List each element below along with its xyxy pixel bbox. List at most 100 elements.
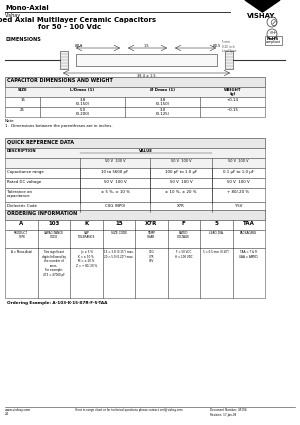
Text: 5 = 0.5 mm (0.20"): 5 = 0.5 mm (0.20") (203, 250, 230, 254)
Text: SIZE CODE: SIZE CODE (111, 231, 127, 235)
Text: Document Number: 45194
Revision: 17-Jan-08: Document Number: 45194 Revision: 17-Jan-… (210, 408, 247, 417)
Text: RoHS: RoHS (266, 37, 279, 40)
Bar (5, 230, 265, 248)
Text: C0G (NP0): C0G (NP0) (105, 204, 125, 207)
Text: 5 mm
0.20 inch
Lead Span: 5 mm 0.20 inch Lead Span (222, 40, 236, 53)
Text: RATED
VOLTAGE: RATED VOLTAGE (177, 231, 190, 239)
Text: 5: 5 (214, 221, 218, 226)
Text: +0.14: +0.14 (226, 98, 238, 102)
Bar (225, 51, 233, 69)
Text: 1.  Dimensions between the parentheses are in inches.: 1. Dimensions between the parentheses ar… (5, 124, 112, 128)
Text: ± 10 %, ± 20 %: ± 10 %, ± 20 % (165, 190, 197, 193)
Bar (5, 158, 265, 168)
Text: DESCRIPTION: DESCRIPTION (7, 149, 37, 153)
Text: VALUE: VALUE (139, 149, 153, 153)
Text: Ø0.5: Ø0.5 (213, 44, 221, 48)
Text: 3.8
(0.150): 3.8 (0.150) (155, 98, 170, 106)
Text: 103: 103 (48, 221, 59, 226)
Text: TAA = T & R
UAA = AMMO: TAA = T & R UAA = AMMO (239, 250, 258, 258)
Text: LEAD DIA.: LEAD DIA. (209, 231, 224, 235)
Text: CAPACITANCE
CODE: CAPACITANCE CODE (44, 231, 64, 239)
Text: L/Dmax (1): L/Dmax (1) (70, 88, 94, 92)
Text: Capacitance range: Capacitance range (7, 170, 44, 173)
Bar (5, 220, 265, 230)
Text: K: K (84, 221, 88, 226)
Text: X7R: X7R (177, 204, 185, 207)
Bar (5, 87, 265, 97)
Text: Y5V: Y5V (235, 204, 242, 207)
Text: Dipped Axial Multilayer Ceramic Capacitors
for 50 - 100 Vdc: Dipped Axial Multilayer Ceramic Capacito… (0, 17, 156, 30)
Bar (5, 77, 265, 87)
Text: 5.0
(0.200): 5.0 (0.200) (75, 108, 90, 116)
Text: 10 to 5600 pF: 10 to 5600 pF (101, 170, 129, 173)
Text: CAPACITOR DIMENSIONS AND WEIGHT: CAPACITOR DIMENSIONS AND WEIGHT (7, 78, 113, 83)
Bar (5, 148, 265, 158)
Text: 38.4 ± 1.5: 38.4 ± 1.5 (137, 74, 155, 78)
Text: Ordering Example: A-103-K-15-X7R-F-5-TAA: Ordering Example: A-103-K-15-X7R-F-5-TAA (7, 301, 107, 305)
Text: 50 V  100 V: 50 V 100 V (227, 179, 250, 184)
Text: SIZE: SIZE (18, 88, 27, 92)
Text: 50 V  100 V: 50 V 100 V (105, 159, 125, 163)
Text: ORDERING INFORMATION: ORDERING INFORMATION (7, 211, 77, 216)
Bar (5, 248, 265, 298)
Text: compliant: compliant (266, 40, 280, 44)
Text: Mono-Axial: Mono-Axial (5, 5, 49, 11)
Text: ~0.15: ~0.15 (226, 108, 238, 112)
Bar (5, 210, 265, 220)
Text: + 80/-20 %: + 80/-20 % (227, 190, 250, 193)
Text: www.vishay.com: www.vishay.com (5, 408, 31, 412)
Text: VISHAY.: VISHAY. (247, 13, 277, 19)
Text: QUICK REFERENCE DATA: QUICK REFERENCE DATA (7, 139, 74, 144)
Bar (5, 97, 265, 107)
Text: Ø4.5: Ø4.5 (75, 44, 83, 48)
Text: Two significant
digits followed by
the number of
zeros.
For example:
473 = 47000: Two significant digits followed by the n… (42, 250, 66, 277)
Bar (5, 178, 265, 188)
Text: 15: 15 (115, 221, 123, 226)
Text: TEMP
CHAR: TEMP CHAR (147, 231, 155, 239)
Text: PACKAGING: PACKAGING (240, 231, 257, 235)
Text: C0G
X7R
Y5V: C0G X7R Y5V (148, 250, 154, 263)
Text: J = ± 5 %
K = ± 10 %
M = ± 20 %
Z = + 80/-20 %: J = ± 5 % K = ± 10 % M = ± 20 % Z = + 80… (76, 250, 97, 268)
Text: WEIGHT
(g): WEIGHT (g) (224, 88, 241, 96)
Bar (265, 36, 282, 45)
Text: 50 V  100 V: 50 V 100 V (171, 159, 191, 163)
Text: CAP
TOLERANCE: CAP TOLERANCE (77, 231, 95, 239)
Text: 100 pF to 1.0 μF: 100 pF to 1.0 μF (165, 170, 197, 173)
Bar (5, 202, 265, 212)
Text: If not in range chart or for technical questions please contact cml@vishay.com: If not in range chart or for technical q… (75, 408, 183, 412)
Text: 20: 20 (5, 412, 9, 416)
Text: 25: 25 (20, 108, 25, 112)
Text: F = 50 VDC
H = 100 VDC: F = 50 VDC H = 100 VDC (175, 250, 193, 258)
Bar (60, 51, 68, 69)
Text: 3.0
(0.125): 3.0 (0.125) (155, 108, 170, 116)
Text: X7R: X7R (145, 221, 158, 226)
Text: 3.8
(0.150): 3.8 (0.150) (75, 98, 90, 106)
Text: 15: 15 (20, 98, 25, 102)
Text: 50 V  100 V: 50 V 100 V (170, 179, 192, 184)
Text: Rated DC voltage: Rated DC voltage (7, 179, 41, 184)
Text: 1.5: 1.5 (143, 44, 149, 48)
Polygon shape (245, 0, 280, 12)
Text: Note: Note (5, 119, 15, 123)
Text: 15 = 3.8 (0.15") max.
20 = 5.0 (0.20") max.: 15 = 3.8 (0.15") max. 20 = 5.0 (0.20") m… (104, 250, 134, 258)
Bar (5, 188, 265, 202)
Text: 50 V  100 V: 50 V 100 V (228, 159, 249, 163)
Bar (5, 168, 265, 178)
Text: 50 V  100 V: 50 V 100 V (104, 179, 126, 184)
Text: A = Mono-Axial: A = Mono-Axial (11, 250, 32, 254)
Bar (76, 54, 217, 66)
Text: ± 5 %, ± 10 %: ± 5 %, ± 10 % (100, 190, 129, 193)
Bar (5, 107, 265, 117)
Text: DIMENSIONS: DIMENSIONS (5, 37, 41, 42)
Text: F: F (182, 221, 186, 226)
Text: ⊘: ⊘ (269, 18, 277, 28)
Text: Tolerance on
capacitance: Tolerance on capacitance (7, 190, 32, 198)
Text: PRODUCT
TYPE: PRODUCT TYPE (14, 231, 28, 239)
Text: 0.1 μF to 1.0 μF: 0.1 μF to 1.0 μF (223, 170, 254, 173)
Text: e+: e+ (270, 30, 278, 35)
Text: Ø Dmax (1): Ø Dmax (1) (150, 88, 175, 92)
Text: Dielectric Code: Dielectric Code (7, 204, 37, 207)
Bar (5, 138, 265, 148)
Text: Vishay: Vishay (5, 13, 21, 18)
Text: TAA: TAA (243, 221, 255, 226)
